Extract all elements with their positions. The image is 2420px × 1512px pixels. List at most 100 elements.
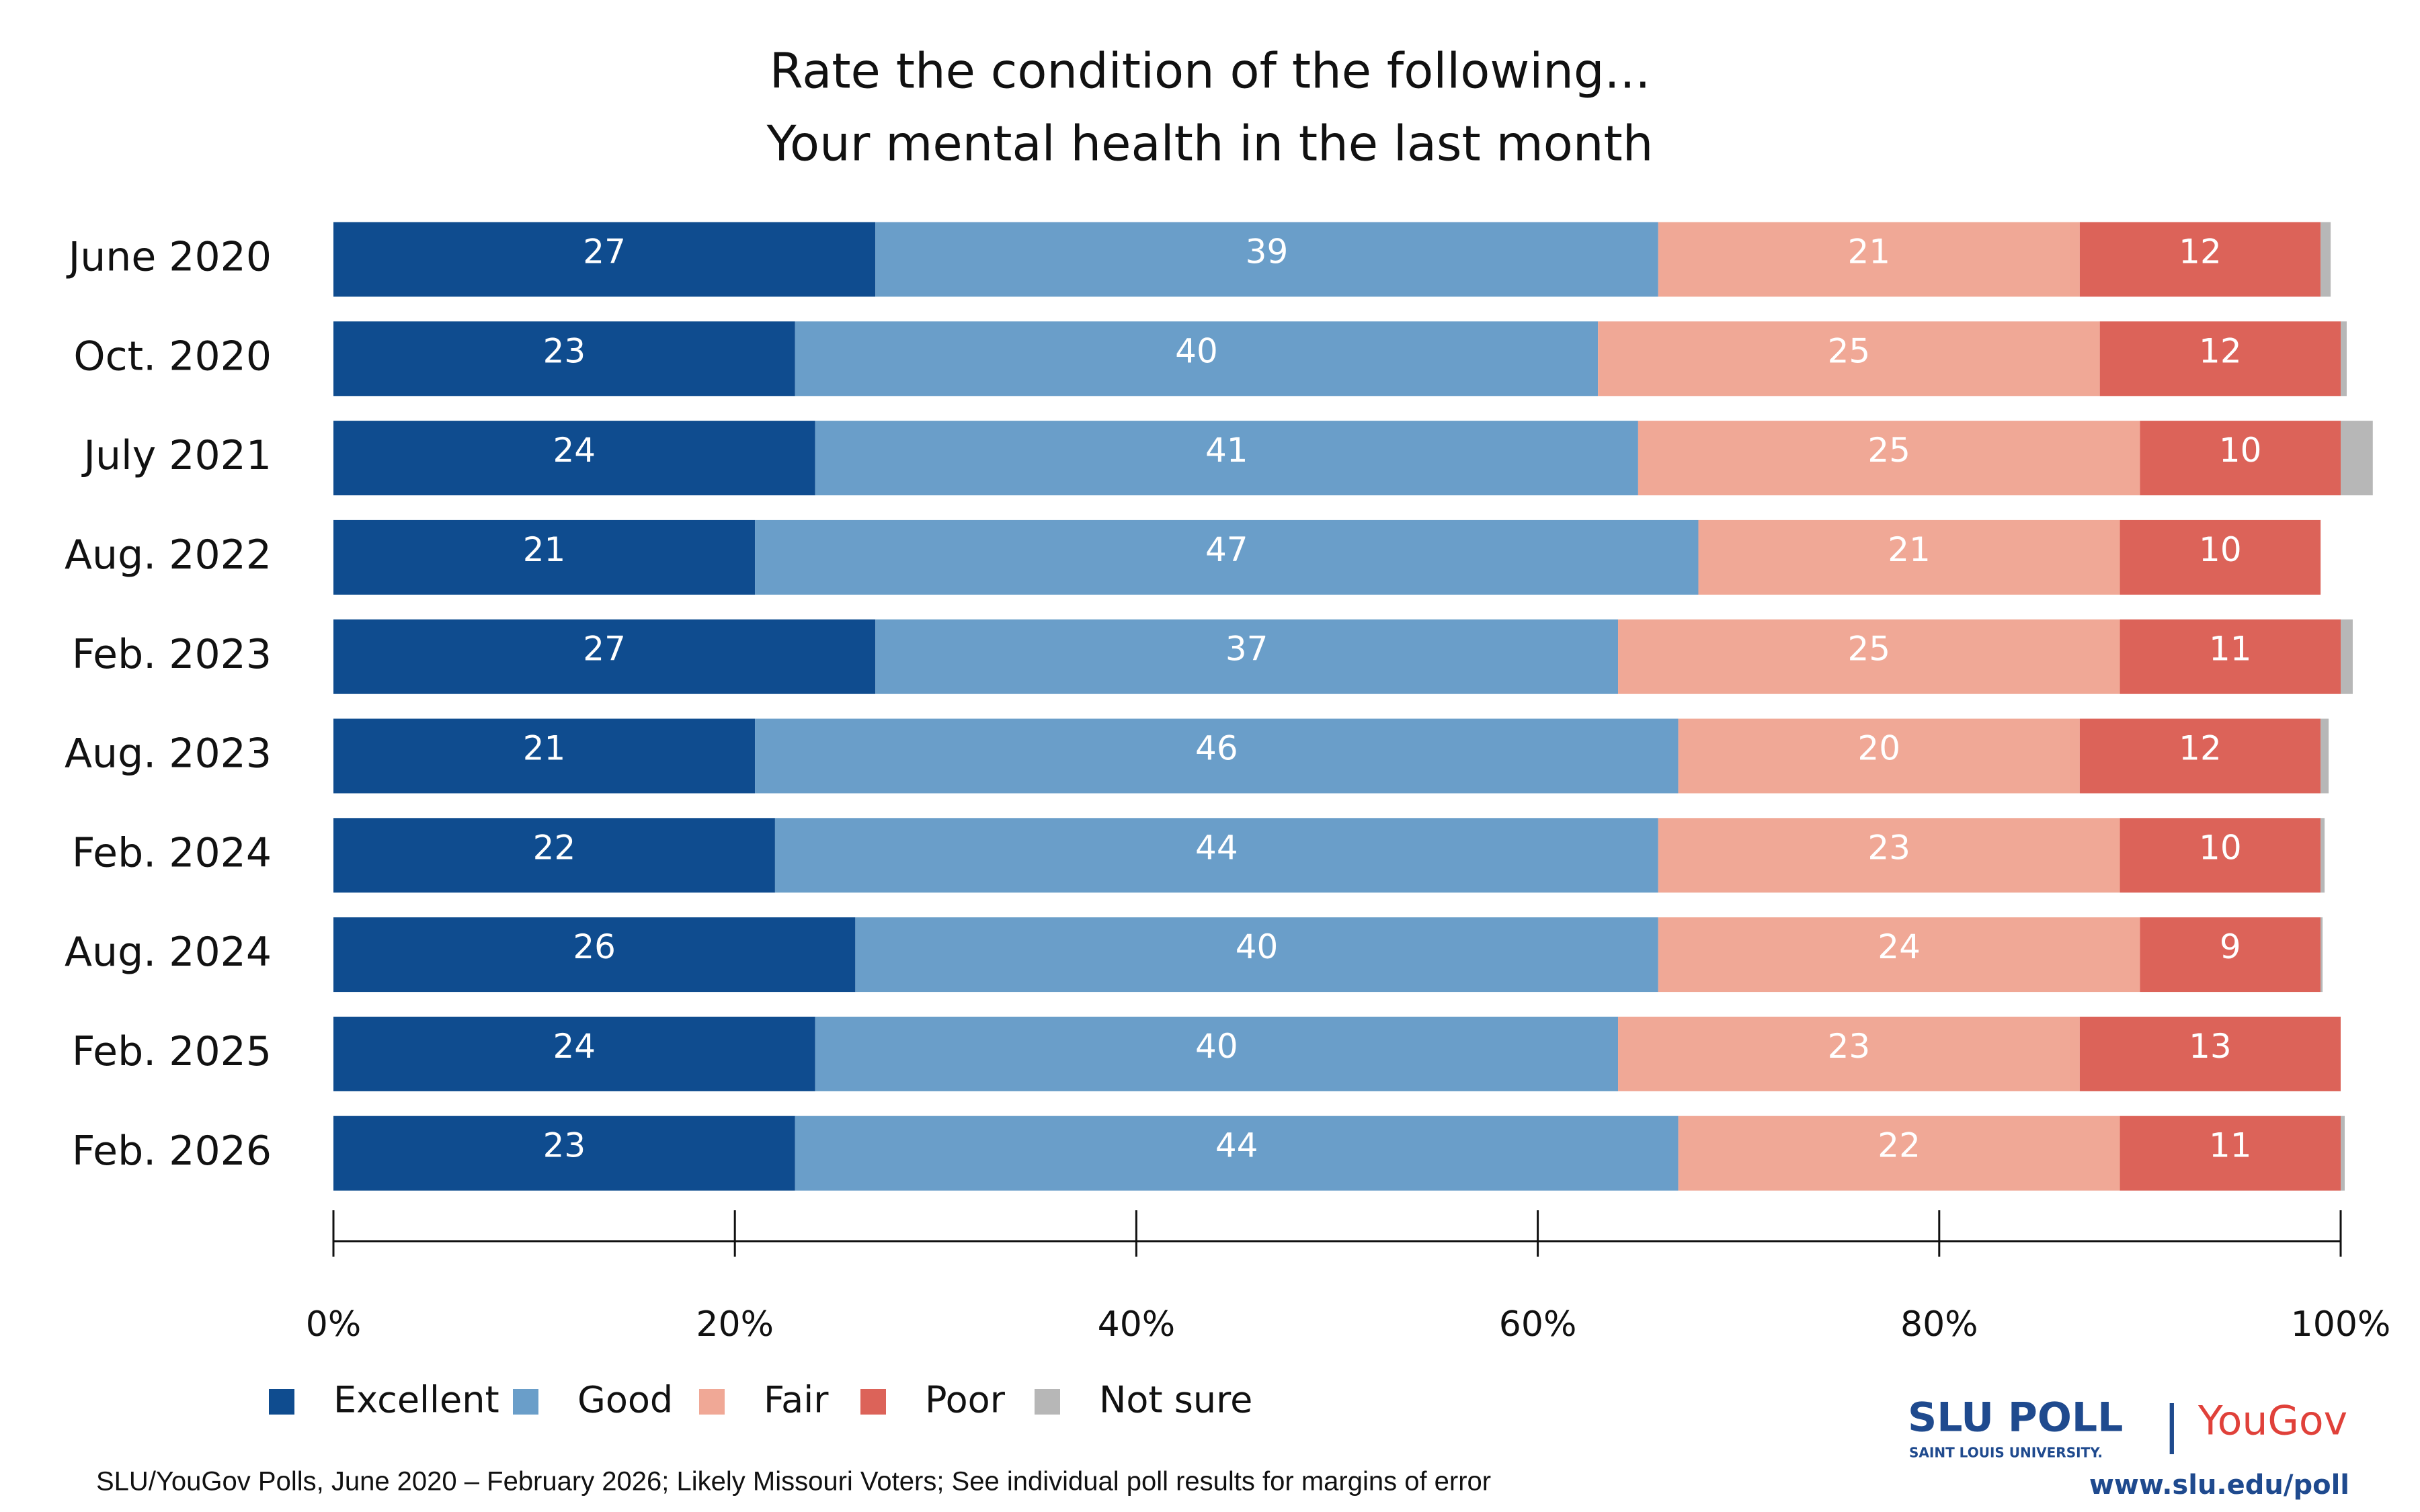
value-label: 10 [2219,431,2262,470]
value-label: 25 [1847,630,1890,669]
chart-subtitle: Your mental health in the last month [766,116,1654,172]
value-label: 21 [1847,233,1890,271]
bar-segment [2140,421,2341,496]
y-tick-label: Aug. 2022 [65,532,272,579]
value-label: 24 [553,1027,596,1066]
bar-segment [2079,222,2321,297]
bar-segment [2099,321,2341,396]
bar-segment [333,718,756,794]
bar-segment [2321,917,2323,993]
y-tick-label: July 2021 [81,432,272,479]
value-label: 26 [573,927,616,966]
brand-separator: | [2163,1394,2181,1455]
legend-label: Not sure [1099,1379,1252,1421]
bar-segment [875,619,1619,694]
value-label: 41 [1205,431,1248,470]
y-tick-label: Oct. 2020 [73,333,272,380]
bar-segment [2341,1116,2345,1191]
legend-swatch [699,1389,725,1415]
legend-label: Excellent [333,1379,499,1421]
bar-segment [333,1016,815,1091]
value-label: 23 [543,1126,586,1165]
bar-segment [815,1016,1619,1091]
bar-segment [1678,1116,2120,1191]
x-tick-label: 0% [306,1304,362,1345]
value-label: 12 [2179,233,2222,271]
bar-segment [1618,619,2120,694]
value-label: 22 [1878,1126,1921,1165]
legend-label: Fair [764,1379,829,1421]
y-tick-label: Feb. 2023 [72,631,272,678]
legend-swatch [269,1389,294,1415]
x-tick-label: 20% [696,1304,774,1345]
value-label: 44 [1215,1126,1258,1165]
bar-segment [2341,421,2373,496]
value-label: 25 [1828,331,1871,370]
brand-university: SAINT LOUIS UNIVERSITY. [1909,1445,2103,1461]
bar-segment [1658,818,2120,893]
value-label: 47 [1205,530,1248,569]
bar-segment [333,917,856,993]
value-label: 10 [2199,828,2242,867]
x-tick-label: 40% [1098,1304,1176,1345]
value-label: 12 [2199,331,2242,370]
bar-segment [774,818,1658,893]
bar-segment [1658,917,2140,993]
bar-segment [2140,917,2321,993]
bar-segment [2321,222,2331,297]
bar-segment [1618,1016,2080,1091]
value-label: 12 [2179,729,2222,768]
x-tick-label: 60% [1499,1304,1577,1345]
value-label: 40 [1195,1027,1238,1066]
brand-poll: SLU POLL [1908,1394,2123,1441]
legend-swatch [860,1389,886,1415]
chart-title: Rate the condition of the following... [770,43,1650,99]
bar-segment [1698,519,2120,595]
bar-segment [755,718,1679,794]
value-label: 10 [2199,530,2242,569]
bar-segment [2120,619,2341,694]
bar-segment [2120,818,2321,893]
bar-segment [2079,1016,2341,1091]
legend-swatch [1035,1389,1060,1415]
bar-segment [2120,1116,2341,1191]
y-tick-label: Feb. 2026 [72,1128,272,1175]
value-label: 40 [1236,927,1279,966]
x-tick-label: 100% [2291,1304,2391,1345]
value-label: 21 [1888,530,1931,569]
bar-segment [755,519,1699,595]
value-label: 40 [1175,331,1218,370]
y-tick-label: June 2020 [66,234,272,281]
brand-partner: YouGov [2197,1398,2347,1445]
value-label: 27 [583,630,626,669]
bar-segment [2120,519,2321,595]
y-tick-label: Feb. 2024 [72,829,272,876]
bar-segment [1678,718,2080,794]
value-label: 20 [1857,729,1900,768]
y-tick-label: Aug. 2024 [65,929,272,976]
bar-segment [2321,818,2325,893]
legend-label: Poor [925,1379,1006,1421]
bar-segment [333,222,876,297]
bar-segment [795,321,1599,396]
bar-segment [333,519,756,595]
bar-segment [1638,421,2140,496]
value-label: 22 [533,828,576,867]
brand-url: www.slu.edu/poll [2089,1470,2349,1501]
bar-segment [815,421,1638,496]
bar-segment [333,1116,795,1191]
value-label: 27 [583,233,626,271]
value-label: 21 [523,729,566,768]
value-label: 9 [2220,927,2241,966]
value-label: 23 [543,331,586,370]
bar-segment [2079,718,2321,794]
y-tick-label: Feb. 2025 [72,1028,272,1075]
bar-segment [333,421,815,496]
x-tick-label: 80% [1900,1304,1978,1345]
legend-swatch [513,1389,538,1415]
value-label: 11 [2209,1126,2252,1165]
branding: SLU POLL SAINT LOUIS UNIVERSITY. | YouGo… [1908,1394,2349,1501]
bar-segment [1658,222,2080,297]
bar-segment [2341,321,2347,396]
value-label: 46 [1195,729,1238,768]
